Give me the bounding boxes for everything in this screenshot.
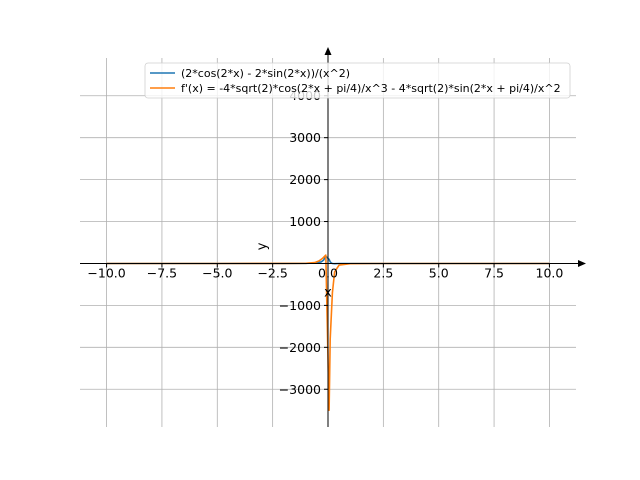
y-tick-label: −2000 [279, 340, 321, 355]
y-tick-label: 3000 [289, 130, 321, 145]
x-tick-label: −10.0 [87, 265, 125, 280]
axes [80, 47, 586, 427]
y-axis-label: y [255, 242, 270, 250]
y-axis-arrow [324, 47, 332, 55]
y-tick-label: 2000 [289, 172, 321, 187]
x-tick-label: 10.0 [536, 265, 564, 280]
x-tick-label: −5.0 [202, 265, 232, 280]
x-tick-label: −2.5 [257, 265, 287, 280]
legend: (2*cos(2*x) - 2*sin(2*x))/(x^2) f'(x) = -… [144, 62, 571, 99]
x-tick-label: 2.5 [373, 265, 393, 280]
legend-box [144, 62, 571, 99]
x-axis-arrow [578, 259, 586, 267]
x-tick-label: −7.5 [147, 265, 177, 280]
legend-label-1: (2*cos(2*x) - 2*sin(2*x))/(x^2) [181, 67, 350, 80]
x-tick-label: 7.5 [484, 265, 504, 280]
tick-layer: −10.0 −7.5 −5.0 −2.5 0.0 2.5 5.0 7.5 10.0 −3000 −2… [87, 88, 563, 397]
x-tick-label: 0.0 [318, 265, 338, 280]
y-tick-label: −3000 [279, 382, 321, 397]
x-axis-label: x [324, 285, 332, 300]
y-tick-label: 1000 [289, 214, 321, 229]
y-tick-label: −1000 [279, 298, 321, 313]
x-tick-label: 5.0 [429, 265, 449, 280]
legend-label-2: f'(x) = -4*sqrt(2)*cos(2*x + pi/4)/x^3 -… [181, 82, 561, 95]
